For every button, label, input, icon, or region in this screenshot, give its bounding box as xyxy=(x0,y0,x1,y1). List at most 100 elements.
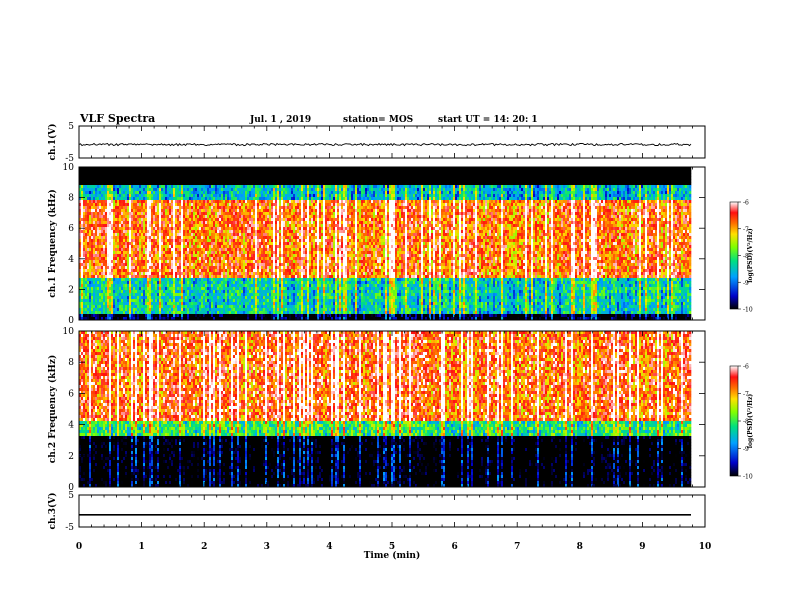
spectrogram-cell xyxy=(253,227,255,230)
spectrogram-cell xyxy=(85,257,87,260)
spectrogram-cell xyxy=(109,176,111,179)
spectrogram-cell xyxy=(159,236,161,239)
spectrogram-cell xyxy=(149,272,151,275)
spectrogram-cell xyxy=(163,176,165,179)
spectrogram-cell xyxy=(269,176,271,179)
spectrogram-cell xyxy=(85,293,87,296)
spectrogram-cell xyxy=(85,272,87,275)
spectrogram-cell xyxy=(167,209,169,212)
spectrogram-cell xyxy=(103,272,105,275)
spectrogram-cell xyxy=(115,290,117,293)
spectrogram-cell xyxy=(209,218,211,221)
spectrogram-cell xyxy=(225,245,227,248)
spectrogram-cell xyxy=(175,170,177,173)
spectrogram-cell xyxy=(111,233,113,236)
spectrogram-cell xyxy=(179,299,181,302)
spectrogram-cell xyxy=(139,293,141,296)
spectrogram-cell xyxy=(181,227,183,230)
spectrogram-cell xyxy=(267,194,269,197)
spectrogram-cell xyxy=(161,179,163,182)
spectrogram-cell xyxy=(247,173,249,176)
spectrogram-cell xyxy=(225,281,227,284)
spectrogram-cell xyxy=(255,185,257,188)
spectrogram-cell xyxy=(83,242,85,245)
spectrogram-cell xyxy=(257,278,259,281)
spectrogram-cell xyxy=(123,278,125,281)
spectrogram-cell xyxy=(129,206,131,209)
spectrogram-cell xyxy=(271,302,273,305)
spectrogram-cell xyxy=(235,287,237,290)
spectrogram-cell xyxy=(151,281,153,284)
spectrogram-cell xyxy=(177,296,179,299)
spectrogram-cell xyxy=(199,257,201,260)
spectrogram-cell xyxy=(121,191,123,194)
spectrogram-cell xyxy=(259,278,261,281)
spectrogram-cell xyxy=(257,203,259,206)
spectrogram-cell xyxy=(215,221,217,224)
spectrogram-cell xyxy=(121,242,123,245)
spectrogram-cell xyxy=(85,179,87,182)
spectrogram-cell xyxy=(113,257,115,260)
spectrogram-cell xyxy=(165,191,167,194)
spectrogram-cell xyxy=(239,212,241,215)
spectrogram-cell xyxy=(185,284,187,287)
spectrogram-cell xyxy=(147,218,149,221)
spectrogram-cell xyxy=(163,227,165,230)
spectrogram-cell xyxy=(153,239,155,242)
spectrogram-cell xyxy=(139,305,141,308)
spectrogram-cell xyxy=(133,308,135,311)
spectrogram-cell xyxy=(229,296,231,299)
spectrogram-cell xyxy=(119,239,121,242)
spectrogram-cell xyxy=(119,299,121,302)
spectrogram-cell xyxy=(189,209,191,212)
spectrogram-cell xyxy=(155,176,157,179)
spectrogram-cell xyxy=(239,254,241,257)
spectrogram-cell xyxy=(269,269,271,272)
spectrogram-cell xyxy=(173,308,175,311)
spectrogram-cell xyxy=(255,245,257,248)
spectrogram-cell xyxy=(99,281,101,284)
spectrogram-cell xyxy=(93,263,95,266)
spectrogram-cell xyxy=(185,257,187,260)
spectrogram-cell xyxy=(205,299,207,302)
spectrogram-cell xyxy=(247,284,249,287)
spectrogram-cell xyxy=(113,224,115,227)
spectrogram-cell xyxy=(201,269,203,272)
spectrogram-cell xyxy=(115,185,117,188)
spectrogram-cell xyxy=(199,212,201,215)
spectrogram-cell xyxy=(99,188,101,191)
spectrogram-cell xyxy=(113,245,115,248)
spectrogram-cell xyxy=(153,275,155,278)
spectrogram-cell xyxy=(81,263,83,266)
spectrogram-cell xyxy=(225,194,227,197)
spectrogram-cell xyxy=(263,308,265,311)
spectrogram-cell xyxy=(165,197,167,200)
spectrogram-cell xyxy=(97,242,99,245)
spectrogram-cell xyxy=(119,260,121,263)
spectrogram-cell xyxy=(143,200,145,203)
spectrogram-cell xyxy=(261,305,263,308)
spectrogram-cell xyxy=(91,257,93,260)
spectrogram-cell xyxy=(243,239,245,242)
spectrogram-cell xyxy=(193,305,195,308)
spectrogram-cell xyxy=(215,182,217,185)
spectrogram-cell xyxy=(177,299,179,302)
spectrogram-cell xyxy=(177,188,179,191)
spectrogram-cell xyxy=(99,209,101,212)
spectrogram-cell xyxy=(83,263,85,266)
spectrogram-cell xyxy=(177,200,179,203)
spectrogram-cell xyxy=(195,179,197,182)
spectrogram-cell xyxy=(229,188,231,191)
spectrogram-cell xyxy=(213,197,215,200)
spectrogram-cell xyxy=(89,299,91,302)
spectrogram-cell xyxy=(229,266,231,269)
spectrogram-cell xyxy=(127,299,129,302)
spectrogram-cell xyxy=(235,311,237,314)
spectrogram-cell xyxy=(111,173,113,176)
spectrogram-cell xyxy=(125,221,127,224)
spectrogram-cell xyxy=(175,185,177,188)
spectrogram-cell xyxy=(265,266,267,269)
spectrogram-cell xyxy=(231,272,233,275)
spectrogram-cell xyxy=(247,197,249,200)
spectrogram-cell xyxy=(83,209,85,212)
